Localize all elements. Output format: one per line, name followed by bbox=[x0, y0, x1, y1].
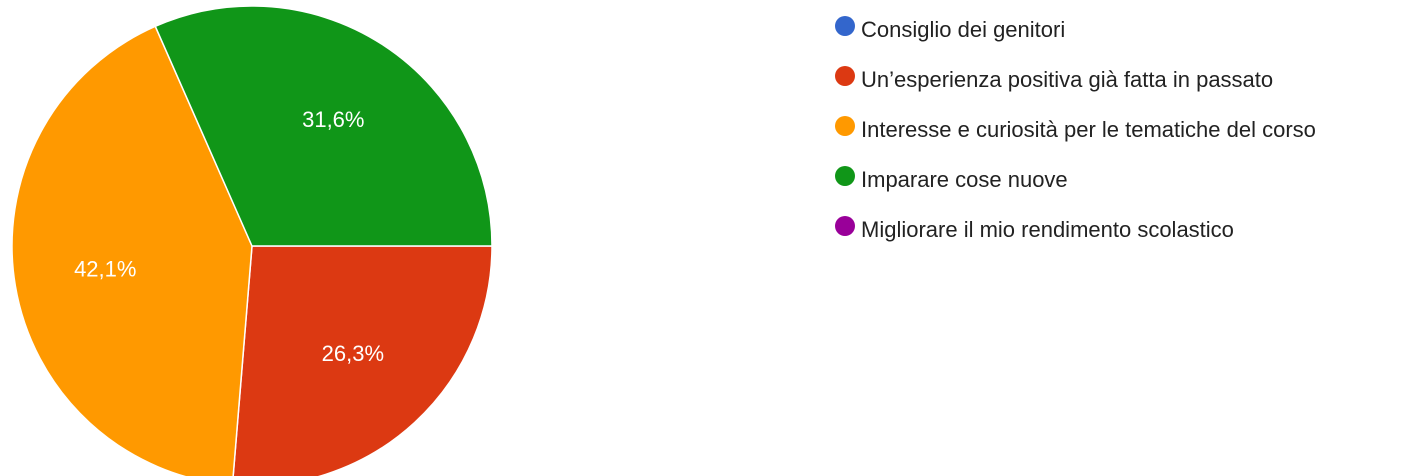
legend: Consiglio dei genitori Un’esperienza posi… bbox=[830, 8, 1409, 258]
pie-slice bbox=[232, 245, 493, 476]
legend-label: Un’esperienza positiva già fatta in pass… bbox=[861, 67, 1274, 92]
slice-label: 42,1% bbox=[74, 256, 136, 281]
pie-slice bbox=[11, 25, 253, 476]
pie-area: 26,3% 42,1% 31,6% bbox=[11, 5, 493, 476]
legend-label: Interesse e curiosità per le tematiche d… bbox=[861, 117, 1316, 142]
legend-label: Migliorare il mio rendimento scolastico bbox=[861, 217, 1234, 242]
legend-swatch bbox=[835, 16, 855, 36]
legend-item: Imparare cose nuove bbox=[830, 158, 1409, 202]
legend-item: Migliorare il mio rendimento scolastico bbox=[830, 208, 1409, 252]
legend-item: Un’esperienza positiva già fatta in pass… bbox=[830, 58, 1409, 102]
legend-item: Consiglio dei genitori bbox=[830, 8, 1409, 52]
legend-swatch bbox=[835, 116, 855, 136]
legend-label: Consiglio dei genitori bbox=[861, 17, 1066, 42]
legend-swatch bbox=[835, 216, 855, 236]
legend-label: Imparare cose nuove bbox=[861, 167, 1068, 192]
slice-label: 31,6% bbox=[302, 107, 364, 132]
legend-swatch bbox=[835, 166, 855, 186]
pie-slice bbox=[154, 5, 493, 247]
legend-swatch bbox=[835, 66, 855, 86]
slice-label: 26,3% bbox=[322, 341, 384, 366]
legend-item: Interesse e curiosità per le tematiche d… bbox=[830, 108, 1409, 152]
